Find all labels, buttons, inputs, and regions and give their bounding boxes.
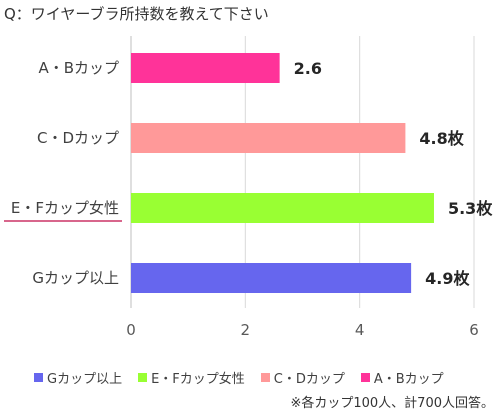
value-label: 4.9枚: [425, 269, 470, 288]
legend-label-g: Gカップ以上: [47, 372, 123, 387]
category-label: E・Fカップ女性: [11, 199, 119, 217]
legend-label-ef: E・Fカップ女性: [151, 372, 245, 387]
bar: [131, 53, 280, 83]
legend-label-ab: A・Bカップ: [373, 372, 444, 387]
chart-legend: Gカップ以上 E・Fカップ女性 C・Dカップ A・Bカップ: [34, 368, 444, 387]
category-label: Gカップ以上: [32, 269, 119, 287]
bar: [131, 193, 434, 223]
value-label: 5.3枚: [448, 199, 493, 218]
legend-item-ef: E・Fカップ女性: [138, 368, 245, 387]
x-tick-label: 2: [241, 321, 251, 339]
legend-swatch-g: [34, 373, 43, 382]
x-tick-label: 6: [469, 321, 479, 339]
legend-item-ab: A・Bカップ: [360, 368, 444, 387]
chart-question-title: Q：ワイヤーブラ所持数を教えて下さい: [4, 5, 269, 23]
x-tick-label: 4: [355, 321, 365, 339]
bar: [131, 123, 406, 153]
survey-note: ※各カップ100人、計700人回答。: [290, 396, 494, 411]
value-label: 2.6: [294, 59, 322, 78]
legend-item-cd: C・Dカップ: [260, 368, 345, 387]
legend-label-cd: C・Dカップ: [273, 372, 345, 387]
legend-item-g: Gカップ以上: [34, 368, 122, 387]
category-label: C・Dカップ: [37, 129, 119, 147]
legend-swatch-ef: [138, 373, 148, 382]
category-label: A・Bカップ: [38, 59, 119, 77]
legend-swatch-ab: [360, 373, 370, 382]
legend-swatch-cd: [260, 373, 270, 382]
bar: [131, 263, 412, 293]
x-tick-label: 0: [126, 321, 136, 339]
value-label: 4.8枚: [419, 129, 464, 148]
